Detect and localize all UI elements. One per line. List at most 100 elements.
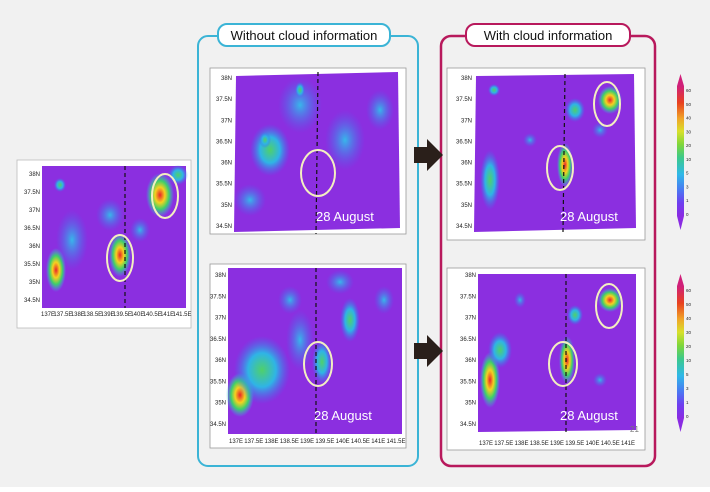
lat-tick-label: 36N (221, 161, 232, 167)
colorbar-top-bar (677, 86, 684, 216)
without-bottom-rain-patterns (226, 270, 394, 417)
with-cloud-title-box (465, 23, 631, 47)
colorbar-bottom-cap-high (677, 274, 684, 286)
with-top-dashed-line (562, 73, 566, 233)
lon-tick-label: 138E (265, 439, 279, 445)
lon-tick-label: 139E (101, 312, 115, 318)
lon-tick-label: 139.5E (113, 312, 132, 318)
observed-lat-labels: 38N 37.5N 37N 36.5N 36N 35.5N 35N 34.5N (24, 172, 40, 304)
without-bottom-lat-labels: 38N 37.5N 37N 36.5N 36N 35.5N 35N 34.5N (210, 273, 226, 428)
lon-tick-label: 138E (514, 441, 528, 447)
lon-tick-label: 137.5E (244, 439, 263, 445)
without-bottom-date: 28 August (314, 408, 372, 423)
lon-tick-label: 137E (41, 312, 55, 318)
lon-tick-label: 139.5E (315, 439, 334, 445)
colorbar-tick-label: 40 (686, 316, 692, 321)
without-top-rain-patterns (234, 77, 394, 216)
colorbar-top-cap-low (677, 216, 684, 230)
with-bottom-corner-label: 21 (630, 425, 639, 434)
colorbar-top-cap-high (677, 74, 684, 86)
lat-tick-label: 38N (29, 172, 40, 178)
with-bottom-lon-labels: 137E 137.5E 138E 138.5E 139E 139.5E 140E 140.5E… (479, 441, 635, 447)
lat-tick-label: 36.5N (460, 337, 476, 343)
colorbar-tick-label: 50 (686, 102, 692, 107)
lon-tick-label: 141E (621, 441, 635, 447)
without-cloud-title: Without cloud information (231, 28, 378, 43)
lon-tick-label: 140.5E (351, 439, 370, 445)
without-top-lat-labels: 38N 37.5N 37N 36.5N 36N 35.5N 35N 34.5N (216, 76, 232, 230)
without-cloud-title-box (217, 23, 391, 47)
without-top-dashed-line (315, 71, 319, 235)
with-top-highlight-ellipse-south (546, 145, 574, 191)
colorbar-tick-label: 5 (686, 372, 689, 377)
lat-tick-label: 34.5N (456, 224, 472, 230)
lat-tick-label: 37N (221, 118, 232, 124)
with-top-rain-patterns (480, 84, 622, 210)
lat-tick-label: 34.5N (216, 224, 232, 230)
colorbar-tick-label: 0 (686, 212, 689, 217)
lon-tick-label: 141E (371, 439, 385, 445)
lon-tick-label: 137.5E (494, 441, 513, 447)
lat-tick-label: 36N (215, 358, 226, 364)
lon-tick-label: 137E (479, 441, 493, 447)
lat-tick-label: 35N (221, 203, 232, 209)
with-top-highlight-ellipse-north (593, 81, 621, 127)
with-bottom-date: 28 August (560, 408, 618, 423)
lat-tick-label: 37N (215, 316, 226, 322)
without-top-highlight-ellipse (300, 149, 336, 197)
with-bottom-rain-patterns (480, 288, 622, 408)
colorbar-tick-label: 0 (686, 414, 689, 419)
lat-tick-label: 38N (215, 273, 226, 279)
lat-tick-label: 36N (29, 244, 40, 250)
colorbar-tick-label: 5 (686, 171, 689, 176)
lat-tick-label: 37N (461, 118, 472, 124)
lat-tick-label: 34.5N (210, 422, 226, 428)
lat-tick-label: 37.5N (216, 97, 232, 103)
lon-tick-label: 140.5E (143, 312, 162, 318)
colorbar-tick-label: 30 (686, 129, 692, 134)
lat-tick-label: 37.5N (210, 294, 226, 300)
without-bottom-lon-labels: 137E 137.5E 138E 138.5E 139E 139.5E 140E 140.5E… (229, 439, 406, 445)
lat-tick-label: 35N (465, 401, 476, 407)
colorbar-tick-label: 20 (686, 143, 692, 148)
arrow-top (414, 139, 443, 171)
lon-tick-label: 137.5E (53, 312, 72, 318)
lat-tick-label: 35.5N (24, 262, 40, 268)
observed-highlight-ellipse-north (151, 173, 179, 219)
lat-tick-label: 37.5N (460, 294, 476, 300)
without-top-date: 28 August (316, 209, 374, 224)
lat-tick-label: 35.5N (460, 379, 476, 385)
with-top-date: 28 August (560, 209, 618, 224)
lat-tick-label: 36N (465, 358, 476, 364)
with-bottom-lat-labels: 38N 37.5N 37N 36.5N 36N 35.5N 35N 34.5N (460, 273, 476, 428)
lat-tick-label: 35.5N (456, 182, 472, 188)
lon-tick-label: 137E (229, 439, 243, 445)
lat-tick-label: 35.5N (210, 379, 226, 385)
colorbar-tick-label: 1 (686, 198, 689, 203)
lon-tick-label: 141.5E (386, 439, 405, 445)
with-cloud-title: With cloud information (484, 28, 613, 43)
lat-tick-label: 38N (465, 273, 476, 279)
arrow-bottom (414, 335, 443, 367)
lat-tick-label: 34.5N (24, 298, 40, 304)
lat-tick-label: 36.5N (210, 337, 226, 343)
colorbar-bottom-cap-low (677, 418, 684, 432)
colorbar-tick-label: 10 (686, 358, 692, 363)
lat-tick-label: 37.5N (456, 97, 472, 103)
with-cloud-top-panel: 28 August 38N 37.5N 37N 36.5N 36N 35.5N 35N 34.… (446, 67, 646, 241)
colorbar-tick-label: 40 (686, 116, 692, 121)
lat-tick-label: 37N (465, 316, 476, 322)
lon-tick-label: 140.5E (601, 441, 620, 447)
lat-tick-label: 35N (215, 401, 226, 407)
lon-tick-label: 139E (300, 439, 314, 445)
lat-tick-label: 35N (29, 280, 40, 286)
lon-tick-label: 138E (71, 312, 85, 318)
lat-tick-label: 35.5N (216, 182, 232, 188)
without-bottom-highlight-ellipse (303, 341, 333, 387)
colorbar-tick-label: 3 (686, 386, 689, 391)
